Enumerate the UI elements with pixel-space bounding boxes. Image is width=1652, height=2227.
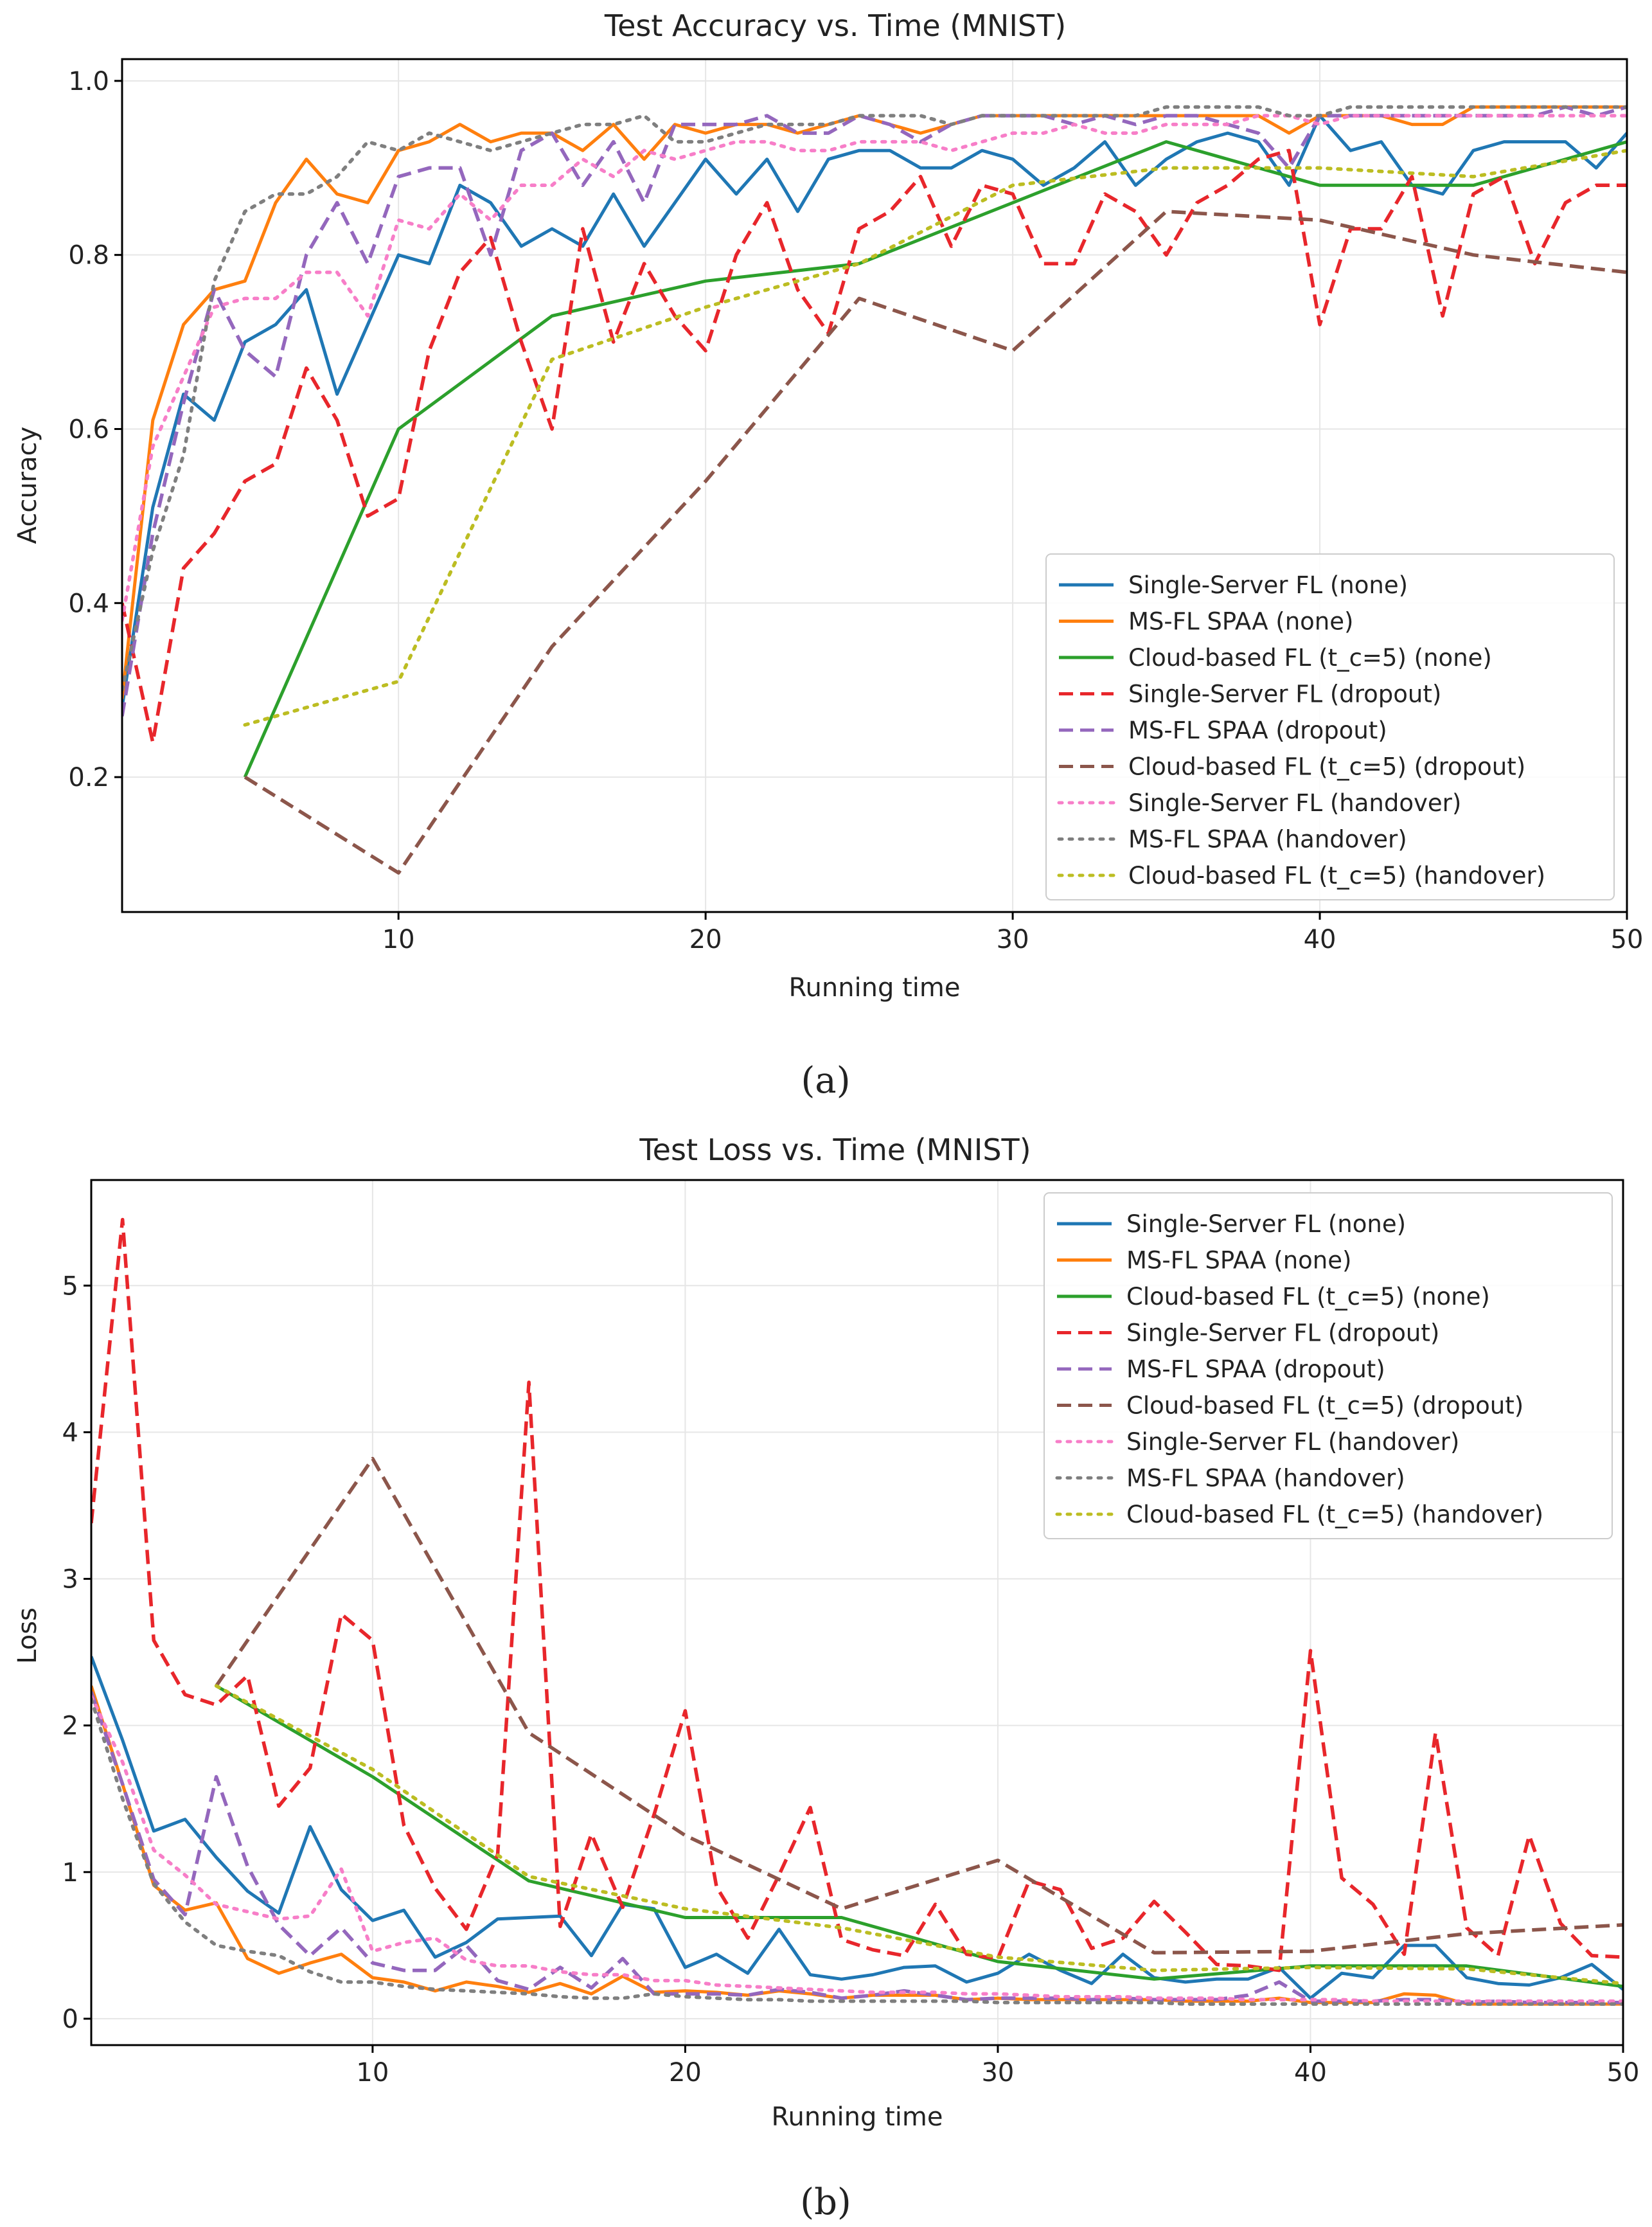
y-tick-label: 2 — [62, 1712, 78, 1741]
plot-area — [91, 1217, 1623, 2006]
x-axis-ticks: 10 20 30 40 50 — [382, 912, 1644, 954]
y-tick-label: 0.2 — [68, 763, 109, 792]
chart-title: Test Loss vs. Time (MNIST) — [639, 1132, 1031, 1167]
series-line-9 — [214, 1684, 1623, 1985]
legend-label: MS-FL SPAA (none) — [1128, 608, 1353, 636]
legend-label: MS-FL SPAA (handover) — [1128, 826, 1407, 854]
y-tick-label: 0 — [62, 2005, 78, 2034]
legend: Single-Server FL (none) MS-FL SPAA (none)… — [1045, 553, 1615, 900]
x-tick-label: 50 — [1611, 925, 1644, 954]
legend-entry: Cloud-based FL (t_c=5) (dropout) — [1057, 1392, 1523, 1420]
plot-frame — [121, 58, 1628, 913]
y-tick-label: 4 — [62, 1418, 78, 1447]
series-line-5 — [91, 1691, 1623, 2005]
y-axis-label: Accuracy — [13, 427, 42, 544]
x-tick-label: 20 — [689, 925, 722, 954]
caption-b: (b) — [800, 2181, 851, 2223]
x-tick-label: 40 — [1294, 2058, 1327, 2088]
legend-box — [1044, 1192, 1613, 1539]
legend-entry: MS-FL SPAA (none) — [1059, 608, 1353, 636]
x-tick-label: 20 — [669, 2058, 702, 2088]
legend-label: Cloud-based FL (t_c=5) (handover) — [1126, 1501, 1543, 1528]
series-line-3 — [243, 140, 1627, 778]
accuracy-chart: Test Accuracy vs. Time (MNIST) 10 20 30 40 5… — [13, 8, 1643, 1003]
x-tick-label: 50 — [1607, 2058, 1640, 2088]
y-tick-label: 5 — [62, 1271, 78, 1301]
legend-entry: Single-Server FL (dropout) — [1057, 1319, 1439, 1347]
legend-label: MS-FL SPAA (none) — [1126, 1247, 1351, 1274]
y-tick-label: 0.4 — [68, 589, 109, 618]
x-axis-ticks: 10 20 30 40 50 — [356, 2045, 1639, 2088]
x-tick-label: 40 — [1304, 925, 1337, 954]
legend-entry: Cloud-based FL (t_c=5) (dropout) — [1059, 753, 1525, 781]
legend-entry: MS-FL SPAA (handover) — [1057, 826, 1407, 854]
x-tick-label: 10 — [356, 2058, 389, 2088]
legend-entry: Single-Server FL (none) — [1059, 571, 1408, 599]
legend-entry: Single-Server FL (dropout) — [1059, 681, 1441, 708]
series-layer — [122, 105, 1627, 875]
legend-label: Cloud-based FL (t_c=5) (none) — [1126, 1283, 1490, 1310]
legend-label: Cloud-based FL (t_c=5) (handover) — [1128, 862, 1545, 890]
legend-label: Cloud-based FL (t_c=5) (dropout) — [1128, 753, 1525, 781]
series-line-4 — [122, 148, 1627, 744]
series-line-7 — [122, 114, 1627, 623]
x-tick-label: 30 — [981, 2058, 1014, 2088]
legend-entry: MS-FL SPAA (none) — [1057, 1247, 1351, 1274]
legend-entry: MS-FL SPAA (dropout) — [1057, 1355, 1385, 1383]
legend-label: Single-Server FL (handover) — [1128, 789, 1461, 817]
plot-area — [122, 105, 1627, 875]
series-line-8 — [122, 105, 1627, 692]
legend-entry: Cloud-based FL (t_c=5) (handover) — [1057, 862, 1545, 890]
legend-entry: Single-Server FL (none) — [1057, 1210, 1406, 1238]
series-line-6 — [244, 210, 1627, 875]
legend-label: Single-Server FL (handover) — [1126, 1428, 1459, 1456]
legend-entry: MS-FL SPAA (dropout) — [1059, 717, 1387, 744]
plot-frame — [90, 1179, 1624, 2046]
y-tick-label: 3 — [62, 1565, 78, 1595]
x-tick-label: 30 — [997, 925, 1029, 954]
legend-label: MS-FL SPAA (handover) — [1126, 1465, 1405, 1492]
legend-entry: MS-FL SPAA (handover) — [1055, 1465, 1405, 1492]
y-axis-ticks: 0 1 2 3 4 5 — [62, 1271, 91, 2034]
legend-entry: Single-Server FL (handover) — [1057, 789, 1461, 817]
caption-a: (a) — [801, 1060, 850, 1102]
x-tick-label: 10 — [382, 925, 415, 954]
legend-label: Single-Server FL (dropout) — [1128, 681, 1441, 708]
series-line-1 — [122, 114, 1627, 708]
y-tick-label: 0.6 — [68, 415, 109, 444]
chart-title: Test Accuracy vs. Time (MNIST) — [604, 8, 1066, 43]
y-tick-label: 1.0 — [68, 67, 109, 96]
series-layer — [91, 1217, 1623, 2006]
legend-label: MS-FL SPAA (dropout) — [1126, 1355, 1385, 1383]
y-axis-ticks: 0.2 0.4 0.6 0.8 1.0 — [68, 67, 122, 792]
series-line-8 — [91, 1697, 1623, 2006]
series-line-3 — [215, 1684, 1623, 1989]
y-tick-label: 1 — [62, 1858, 78, 1888]
series-line-1 — [91, 1656, 1623, 2000]
y-axis-label: Loss — [13, 1607, 42, 1664]
legend-entry: Cloud-based FL (t_c=5) (handover) — [1055, 1501, 1543, 1528]
legend-label: Single-Server FL (none) — [1126, 1210, 1406, 1238]
series-line-4 — [91, 1217, 1623, 1972]
x-axis-label: Running time — [772, 2102, 943, 2132]
series-line-9 — [243, 148, 1627, 727]
series-line-7 — [91, 1694, 1623, 2003]
legend-label: MS-FL SPAA (dropout) — [1128, 717, 1387, 744]
legend-box — [1045, 553, 1615, 900]
legend-label: Single-Server FL (dropout) — [1126, 1319, 1439, 1347]
legend: Single-Server FL (none) MS-FL SPAA (none)… — [1044, 1192, 1613, 1539]
legend-label: Cloud-based FL (t_c=5) (none) — [1128, 644, 1492, 672]
legend-entry: Single-Server FL (handover) — [1055, 1428, 1459, 1456]
legend-entry: Cloud-based FL (t_c=5) (none) — [1057, 1283, 1490, 1310]
series-line-6 — [215, 1456, 1623, 1955]
y-tick-label: 0.8 — [68, 241, 109, 271]
legend-entry: Cloud-based FL (t_c=5) (none) — [1059, 644, 1492, 672]
x-axis-label: Running time — [789, 973, 961, 1003]
legend-label: Cloud-based FL (t_c=5) (dropout) — [1126, 1392, 1523, 1420]
legend-label: Single-Server FL (none) — [1128, 571, 1408, 599]
loss-chart: Test Loss vs. Time (MNIST) 10 20 30 40 50 0 1… — [13, 1132, 1639, 2132]
